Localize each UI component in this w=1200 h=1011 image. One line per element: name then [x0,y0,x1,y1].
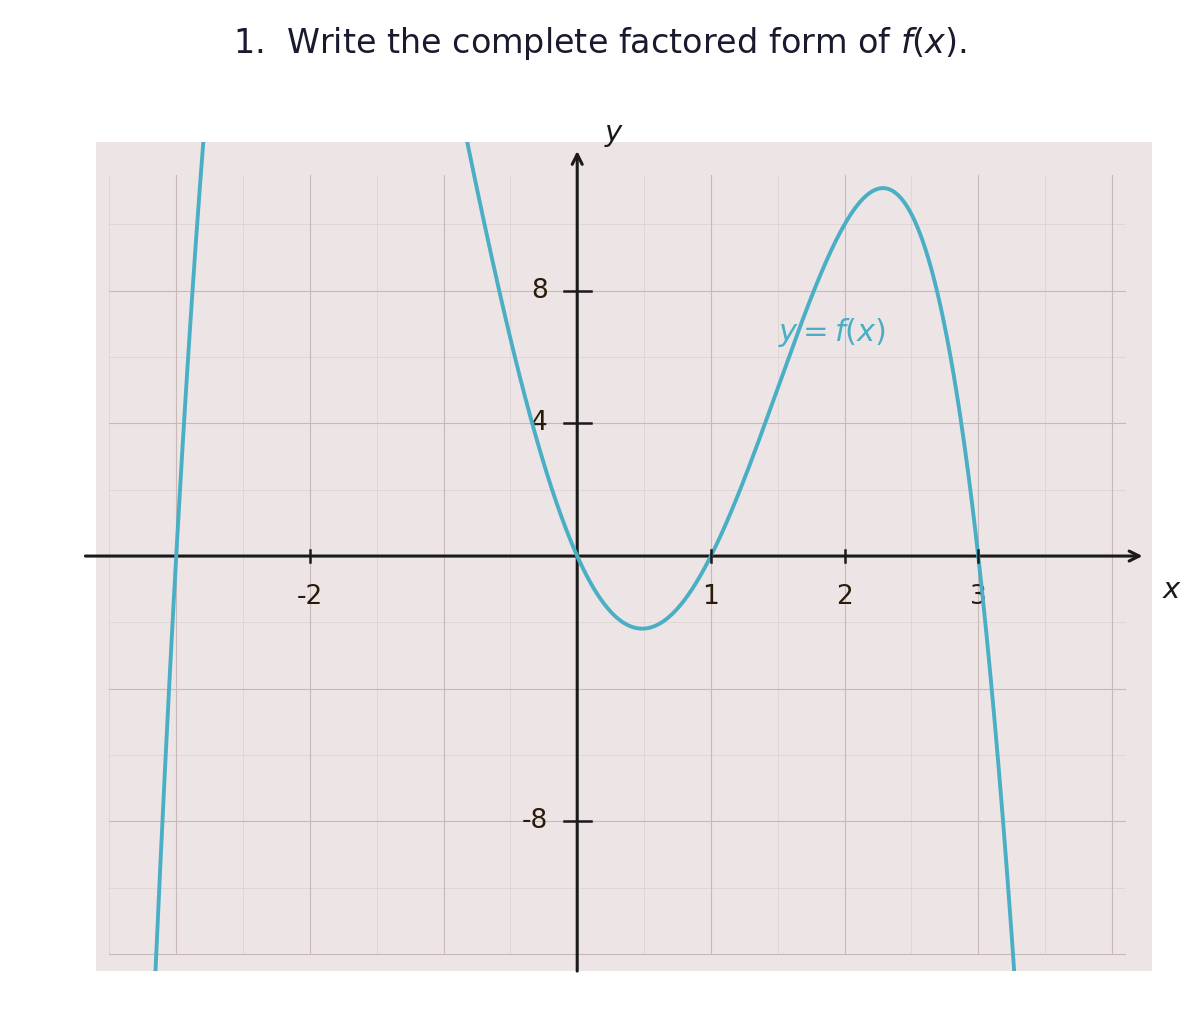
Text: $y = f(x)$: $y = f(x)$ [778,315,886,349]
Text: $x$: $x$ [1162,576,1182,604]
Text: -2: -2 [296,584,323,611]
Text: 3: 3 [970,584,986,611]
Text: 2: 2 [836,584,853,611]
Text: 1: 1 [702,584,719,611]
Text: -8: -8 [522,809,548,834]
Text: $y$: $y$ [604,121,624,149]
Text: 1.  Write the complete factored form of $f(x)$.: 1. Write the complete factored form of $… [233,25,967,63]
Text: 8: 8 [532,278,548,303]
Text: 4: 4 [532,410,548,437]
